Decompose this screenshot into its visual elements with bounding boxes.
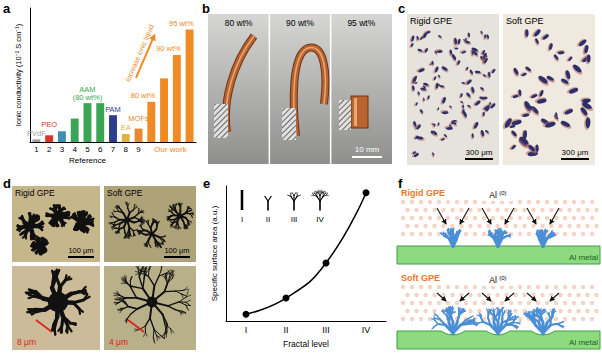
svg-text:90 wt%: 90 wt% [156,44,181,53]
svg-text:95 wt%: 95 wt% [347,18,375,28]
svg-text:Al (0): Al (0) [489,275,506,285]
svg-text:Al (0): Al (0) [489,190,506,200]
svg-text:300 μm: 300 μm [562,148,589,157]
svg-text:Increase ionic liquid: Increase ionic liquid [124,23,156,83]
svg-text:PAM: PAM [105,105,121,114]
svg-text:Al metal: Al metal [569,253,598,262]
svg-text:80 wt%: 80 wt% [131,91,156,100]
svg-text:II: II [283,325,288,335]
svg-text:I: I [245,325,248,335]
svg-text:Fractal level: Fractal level [283,339,329,349]
svg-text:Soft GPE: Soft GPE [107,188,143,198]
svg-text:Soft GPE: Soft GPE [506,16,544,26]
svg-text:1: 1 [34,145,39,154]
svg-text:MOFs: MOFs [128,114,149,123]
svg-text:80 wt%: 80 wt% [225,18,253,28]
svg-text:(80 wt%): (80 wt%) [73,93,103,102]
svg-text:300 μm: 300 μm [466,148,493,157]
svg-text:IV: IV [362,325,371,335]
html-text:e: e [203,176,211,191]
svg-text:Ionic conductivity (10⁻² S cm⁻: Ionic conductivity (10⁻² S cm⁻¹) [14,23,23,126]
svg-text:10 mm: 10 mm [355,145,380,154]
svg-text:90 wt%: 90 wt% [286,18,314,28]
svg-text:6: 6 [98,145,103,154]
svg-text:100 μm: 100 μm [68,246,93,255]
svg-text:PEO: PEO [41,120,57,129]
svg-text:5: 5 [85,145,90,154]
svg-text:100 μm: 100 μm [164,246,189,255]
html-text:c: c [398,1,406,16]
svg-text:4 μm: 4 μm [109,337,128,347]
svg-text:Rigid GPE: Rigid GPE [401,188,445,198]
svg-text:III: III [322,325,330,335]
svg-text:Our work: Our work [154,145,187,154]
html-text:d: d [3,176,11,191]
svg-text:Soft GPE: Soft GPE [401,273,440,283]
svg-text:AAM: AAM [79,84,96,94]
svg-text:95 wt%: 95 wt% [169,19,194,28]
svg-text:Rigid GPE: Rigid GPE [15,188,55,198]
svg-text:7: 7 [111,145,116,154]
svg-text:PVdF: PVdF [27,129,46,138]
svg-text:Reference: Reference [69,156,106,165]
svg-text:2: 2 [47,145,52,154]
svg-text:Rigid GPE: Rigid GPE [410,16,452,26]
svg-text:II: II [266,215,270,224]
svg-text:EA: EA [121,123,131,132]
svg-text:Specific surface area (a.u.): Specific surface area (a.u.) [210,205,219,301]
svg-text:8: 8 [124,145,129,154]
html-text:f: f [398,176,403,191]
svg-text:4: 4 [72,145,77,154]
svg-text:8 μm: 8 μm [17,337,36,347]
svg-text:I: I [241,215,243,224]
svg-text:Al metal: Al metal [569,338,598,347]
svg-text:III: III [291,215,298,224]
html-text:b: b [202,1,210,16]
svg-text:IV: IV [316,215,324,224]
html-text:a: a [3,1,11,16]
svg-text:3: 3 [60,145,65,154]
svg-text:9: 9 [136,145,141,154]
